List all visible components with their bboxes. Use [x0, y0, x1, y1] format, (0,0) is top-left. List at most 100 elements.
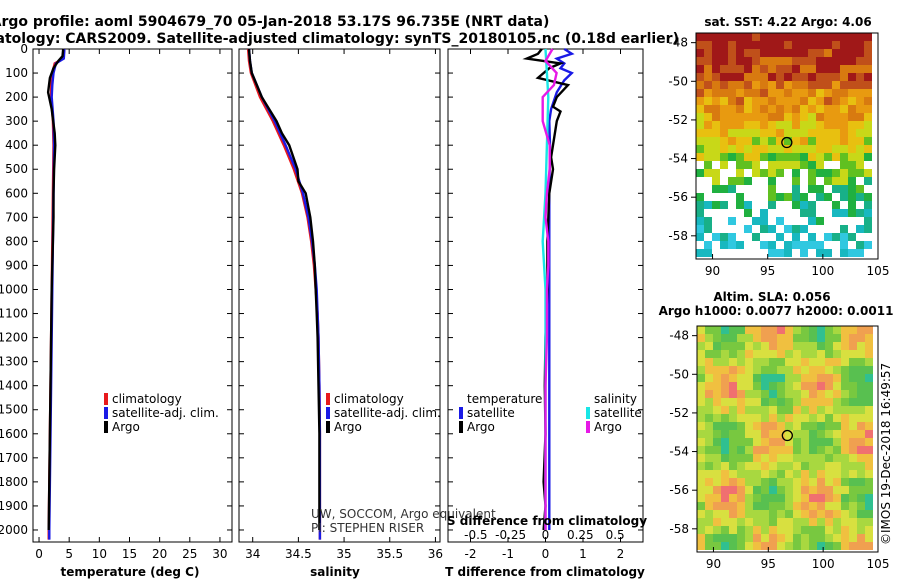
map-cell — [753, 510, 761, 518]
map-cell — [752, 145, 760, 153]
depth-tick-label: 400 — [5, 138, 28, 152]
map-cell — [857, 414, 865, 422]
map-cell — [857, 422, 865, 430]
map-cell — [824, 73, 832, 81]
map-cell — [761, 518, 769, 526]
map-cell — [801, 518, 809, 526]
map-cell — [825, 366, 833, 374]
map-cell — [865, 334, 873, 342]
map-cell — [712, 49, 720, 57]
map-cell — [721, 422, 729, 430]
map-cell — [696, 113, 704, 121]
map-cell — [857, 406, 865, 414]
map-cell — [824, 193, 832, 201]
map-cell — [816, 57, 824, 65]
map-cell — [857, 518, 865, 526]
map-cell — [769, 494, 777, 502]
map-cell — [752, 129, 760, 137]
map-cell — [865, 446, 873, 454]
map-cell — [785, 326, 793, 334]
map-cell — [760, 57, 768, 65]
map-cell — [784, 137, 792, 145]
title-line1: Argo profile: aoml 5904679_70 05-Jan-201… — [0, 14, 549, 30]
map-cell — [769, 438, 777, 446]
map-cell — [840, 113, 848, 121]
map-cell — [785, 334, 793, 342]
map-cell — [785, 382, 793, 390]
map-cell — [768, 177, 776, 185]
map-cell — [808, 233, 816, 241]
map-cell — [696, 153, 704, 161]
map-cell — [840, 145, 848, 153]
map-cell — [720, 65, 728, 73]
map-cell — [736, 57, 744, 65]
map-cell — [824, 169, 832, 177]
map-cell — [713, 414, 721, 422]
map-cell — [792, 41, 800, 49]
map-cell — [721, 478, 729, 486]
map-cell — [777, 342, 785, 350]
map-cell — [841, 398, 849, 406]
map-cell — [832, 65, 840, 73]
legend-text-satellite: satellite-adj. clim. — [334, 406, 441, 420]
map-cell — [865, 518, 873, 526]
map-cell — [785, 542, 793, 550]
map-cell — [793, 390, 801, 398]
map-cell — [825, 446, 833, 454]
map-cell — [784, 57, 792, 65]
map-cell — [784, 41, 792, 49]
map-cell — [784, 249, 792, 257]
map-cell — [832, 105, 840, 113]
map-cell — [784, 121, 792, 129]
x-tick-label: 34 — [245, 547, 260, 561]
map-cell — [841, 366, 849, 374]
map-cell — [793, 438, 801, 446]
map-cell — [841, 374, 849, 382]
salinity-panel: 34 34.5 35 35.5 36 — [238, 48, 443, 561]
map-cell — [817, 542, 825, 550]
map-cell — [785, 342, 793, 350]
map-cell — [753, 446, 761, 454]
map-cell — [720, 81, 728, 89]
map-cell — [801, 534, 809, 542]
map-cell — [753, 526, 761, 534]
legend-swatch-satellite — [326, 407, 330, 419]
map-cell — [744, 33, 752, 41]
map-cell — [785, 494, 793, 502]
map-cell — [840, 177, 848, 185]
map-cell — [777, 446, 785, 454]
map-cell — [737, 462, 745, 470]
map-cell — [840, 185, 848, 193]
map-cell — [777, 382, 785, 390]
map-cell — [768, 105, 776, 113]
map-cell — [801, 342, 809, 350]
map-cell — [817, 470, 825, 478]
map-cell — [848, 97, 856, 105]
map-cell — [792, 145, 800, 153]
map-cell — [801, 350, 809, 358]
map-cell — [864, 241, 872, 249]
map-cell — [801, 326, 809, 334]
map-cell — [769, 414, 777, 422]
map-cell — [832, 185, 840, 193]
map-cell — [729, 446, 737, 454]
map-cell — [801, 390, 809, 398]
map-cell — [800, 33, 808, 41]
map-cell — [753, 422, 761, 430]
map-cell — [841, 542, 849, 550]
map-cell — [817, 422, 825, 430]
map-cell — [753, 542, 761, 550]
map-cell — [800, 193, 808, 201]
map-x-tick-label: 95 — [760, 264, 775, 278]
map-cell — [696, 57, 704, 65]
map-cell — [753, 462, 761, 470]
map-cell — [705, 382, 713, 390]
legend-text-argo: Argo — [112, 420, 140, 434]
map-cell — [777, 406, 785, 414]
map-cell — [849, 486, 857, 494]
map-cell — [761, 486, 769, 494]
map-cell — [760, 73, 768, 81]
map-cell — [720, 185, 728, 193]
map-cell — [768, 97, 776, 105]
map-cell — [784, 49, 792, 57]
